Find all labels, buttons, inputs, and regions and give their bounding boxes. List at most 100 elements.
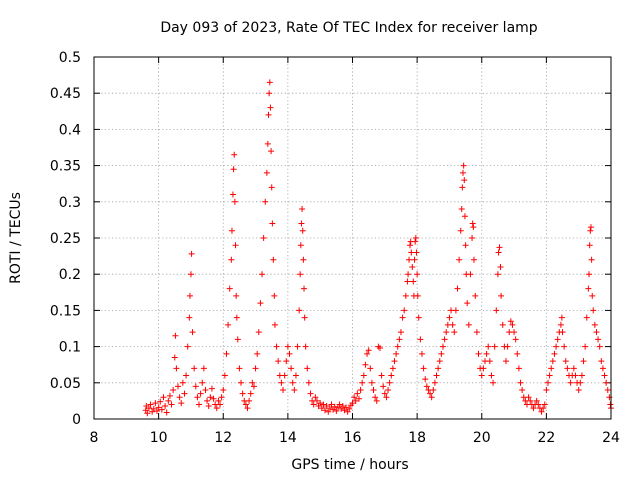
data-point [530,405,537,412]
data-point [173,365,180,372]
data-point [231,151,238,158]
data-point [343,404,350,411]
data-point [271,321,278,328]
data-point [417,336,424,343]
data-point [234,336,241,343]
data-point [178,400,185,407]
data-point [414,271,421,278]
data-point [381,390,388,397]
y-tick-label: 0.4 [59,122,81,138]
data-point [275,358,282,365]
data-point [364,350,371,357]
data-point [441,336,448,343]
data-point [155,404,162,411]
data-point [213,405,220,412]
data-point [296,307,303,314]
data-point [280,387,287,394]
data-point [422,376,429,383]
data-point [423,383,430,390]
data-point [239,390,246,397]
data-point [160,394,167,401]
data-point [378,372,385,379]
data-point [199,379,206,386]
data-point [607,401,614,408]
data-point [407,242,414,249]
data-point [301,285,308,292]
data-point [208,385,215,392]
data-point [310,401,317,408]
data-point [415,314,422,321]
data-point [376,345,383,352]
data-point [333,408,340,415]
x-tick-label: 12 [214,430,232,446]
data-point [430,387,437,394]
x-tick-label: 22 [537,430,555,446]
data-point [475,350,482,357]
data-point [561,343,568,350]
data-point [515,365,522,372]
data-point [496,244,503,251]
data-point [535,401,542,408]
data-point [298,220,305,227]
data-point [439,343,446,350]
data-point [339,402,346,409]
data-point [490,379,497,386]
data-point [554,336,561,343]
x-tick-label: 16 [344,430,362,446]
data-point [570,365,577,372]
data-point [469,235,476,241]
data-point [179,379,186,386]
data-point [397,329,404,336]
data-point [300,256,307,263]
data-point [184,343,191,350]
data-point [525,394,532,401]
data-point [372,394,379,401]
data-point [493,307,500,314]
data-point [154,408,161,415]
data-point [533,397,540,404]
y-tick-label: 0.2 [59,267,81,283]
data-point [590,307,597,314]
data-point [435,365,442,372]
y-tick-label: 0.35 [50,159,81,175]
data-point [346,405,353,412]
data-point [540,405,547,412]
data-point [294,343,301,350]
data-point [187,271,194,278]
data-point [162,402,169,409]
data-point [567,379,574,386]
data-point [230,166,237,173]
data-point [244,405,251,412]
data-point [509,321,516,328]
x-axis-label: GPS time / hours [291,457,408,473]
data-point [270,256,277,263]
data-point [527,397,534,404]
data-point [370,387,377,394]
data-point [255,329,262,336]
data-point [365,347,372,354]
data-point [232,242,239,249]
data-point [171,354,178,361]
data-point [246,397,253,404]
data-point [420,365,427,372]
data-point [181,390,188,397]
data-point [572,372,579,379]
data-point [544,379,551,386]
y-tick-labels: 0 0.05 0.1 0.15 0.2 0.25 0.3 0.35 0.4 0.45 0.5 [50,50,81,428]
y-tick-label: 0.15 [50,303,81,319]
data-point [512,336,519,343]
data-point [286,350,293,357]
data-point [548,365,555,372]
data-point [257,300,264,307]
data-point [183,372,190,379]
data-point [236,365,243,372]
data-point [147,401,154,408]
data-point [360,372,367,379]
data-point [168,401,175,408]
data-point [229,191,236,198]
data-point [150,405,157,412]
data-point [460,169,467,176]
data-point [172,332,179,339]
data-point [158,406,165,413]
data-point [460,162,467,169]
